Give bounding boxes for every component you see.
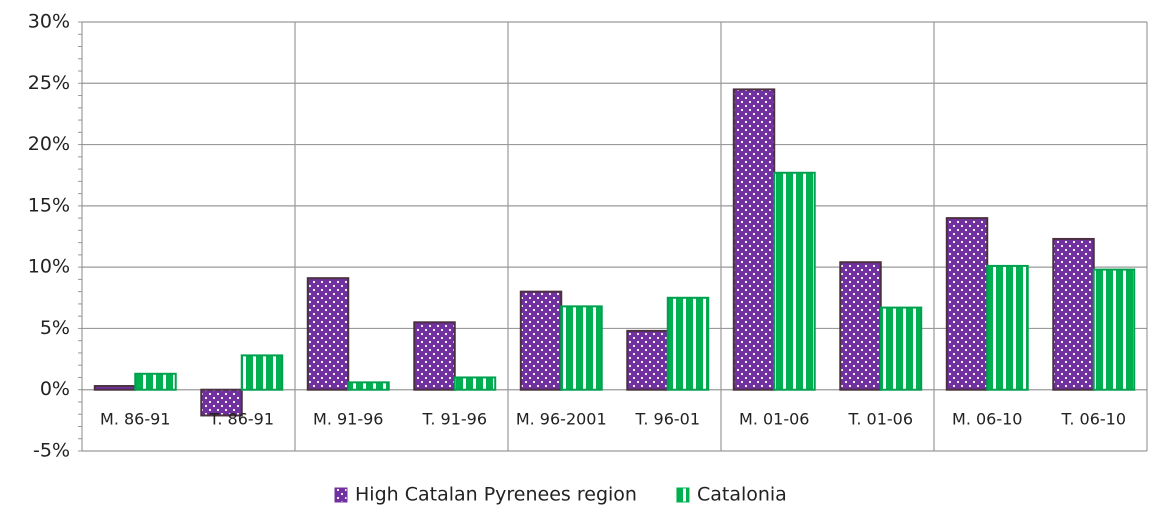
- bar: [453, 376, 497, 391]
- bar: [413, 321, 456, 391]
- x-tick-label: T. 91-96: [421, 410, 487, 429]
- bar: [839, 261, 882, 391]
- y-tick-label: 0%: [40, 378, 70, 400]
- legend-swatch: [334, 487, 348, 503]
- bar: [986, 264, 1029, 391]
- x-tick-label: M. 01-06: [739, 410, 809, 429]
- x-tick-label: M. 91-96: [313, 410, 383, 429]
- y-tick-label: 20%: [28, 133, 70, 155]
- bar: [879, 306, 923, 391]
- bar: [306, 277, 350, 391]
- y-tick-label: 30%: [28, 11, 70, 33]
- legend-swatch: [676, 487, 690, 503]
- legend-label: High Catalan Pyrenees region: [355, 484, 637, 506]
- x-tick-label: M. 86-91: [100, 410, 170, 429]
- bar: [519, 290, 563, 391]
- y-tick-label: 15%: [28, 194, 70, 216]
- y-tick-label: -5%: [33, 440, 70, 462]
- x-tick-label: T. 96-01: [634, 410, 700, 429]
- bar: [773, 171, 816, 391]
- bar: [626, 329, 669, 391]
- bar: [1052, 237, 1095, 391]
- x-tick-label: T. 01-06: [847, 410, 913, 429]
- bar: [93, 385, 137, 391]
- legend-label: Catalonia: [697, 484, 787, 506]
- x-tick-label: M. 96-2001: [516, 410, 607, 429]
- bar: [200, 388, 243, 417]
- y-tick-label: 25%: [28, 72, 70, 94]
- bar: [732, 88, 776, 391]
- x-tick-label: T. 06-10: [1060, 410, 1126, 429]
- bar: [347, 381, 390, 391]
- legend: High Catalan Pyrenees region Catalonia: [334, 484, 787, 506]
- x-tick-label: M. 06-10: [952, 410, 1022, 429]
- bar: [134, 372, 177, 391]
- x-tick-label: T. 86-91: [208, 410, 274, 429]
- bar: [240, 354, 284, 391]
- bar: [666, 296, 710, 391]
- y-tick-label: 10%: [28, 256, 70, 278]
- bar: [1092, 268, 1136, 391]
- bar: [560, 305, 603, 391]
- bar: [945, 217, 989, 391]
- y-tick-label: 5%: [40, 317, 70, 339]
